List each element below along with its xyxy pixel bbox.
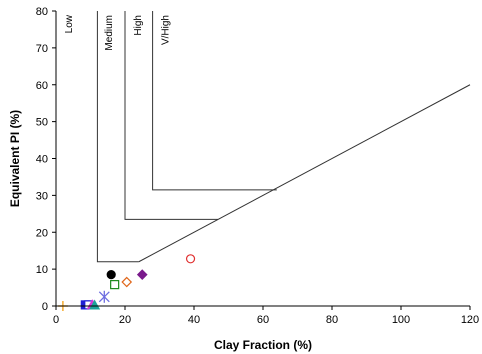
x-tick-label: 0 xyxy=(53,314,59,326)
zone-label-vhigh: V/High xyxy=(161,15,172,45)
y-tick-label: 40 xyxy=(36,154,48,166)
zone-boundaries xyxy=(96,11,471,263)
x-tick-label: 60 xyxy=(257,314,269,326)
x-tick-label: 80 xyxy=(326,314,338,326)
y-tick-label: 10 xyxy=(36,264,48,276)
y-axis-title: Equivalent PI (%) xyxy=(8,110,22,207)
y-tick-label: 0 xyxy=(42,301,48,313)
tick-labels: 0 10 20 30 40 50 60 70 80 0 20 40 60 80 100 120 xyxy=(36,6,479,326)
zone-line-trend xyxy=(138,84,471,263)
y-tick-label: 50 xyxy=(36,117,48,129)
zone-label-low: Low xyxy=(64,14,75,33)
y-tick-label: 70 xyxy=(36,43,48,55)
y-tick-label: 30 xyxy=(36,190,48,202)
x-tick-label: 100 xyxy=(392,314,410,326)
zone-labels: Low Medium High V/High xyxy=(64,14,172,50)
zone-line-medium xyxy=(124,11,219,220)
zone-line-low xyxy=(96,11,139,263)
data-point-circle xyxy=(185,254,196,264)
x-tick-label: 20 xyxy=(119,314,131,326)
data-point-triangle xyxy=(89,299,101,310)
data-point-circle xyxy=(106,270,116,280)
x-tick-label: 40 xyxy=(188,314,200,326)
data-point-diamond xyxy=(136,269,148,281)
y-tick-label: 20 xyxy=(36,227,48,239)
data-point-diamond xyxy=(121,276,133,288)
x-axis-title: Clay Fraction (%) xyxy=(214,338,312,352)
y-tick-label: 80 xyxy=(36,6,48,18)
x-tick-label: 120 xyxy=(461,314,479,326)
data-point-asterisk xyxy=(98,290,110,303)
zone-label-medium: Medium xyxy=(104,15,115,51)
y-tick-label: 60 xyxy=(36,80,48,92)
data-points xyxy=(57,254,196,311)
data-point-square xyxy=(110,280,120,290)
zone-label-high: High xyxy=(133,15,144,36)
zone-line-high xyxy=(152,11,277,191)
